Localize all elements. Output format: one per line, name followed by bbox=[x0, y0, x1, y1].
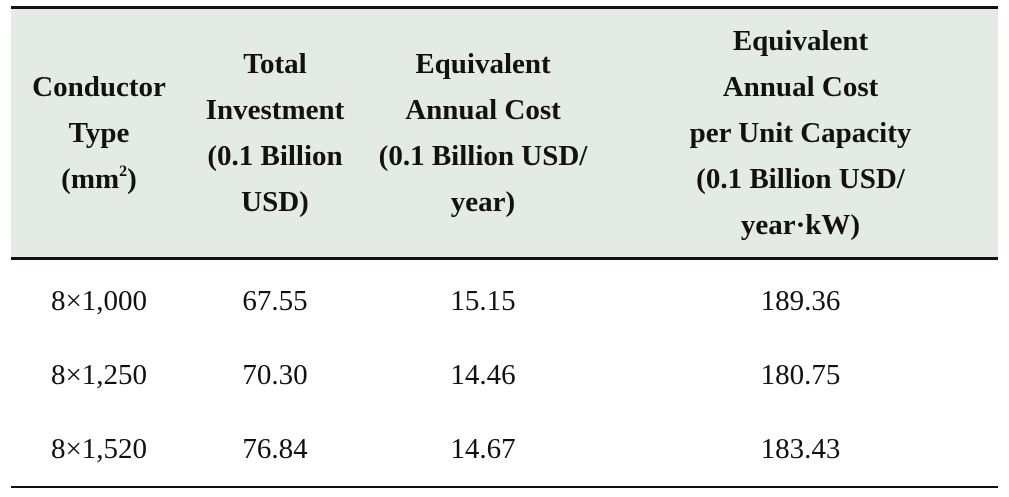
header-unit-base: (mm bbox=[61, 163, 120, 195]
table-row: 8×1,250 70.30 14.46 180.75 bbox=[11, 338, 998, 412]
cell-equivalent-annual-cost: 15.15 bbox=[450, 284, 516, 317]
header-conductor-type: Conductor Type (mm2) bbox=[11, 6, 187, 260]
cell-equivalent-annual-cost: 14.46 bbox=[450, 358, 516, 391]
header-unit-close: ) bbox=[127, 163, 137, 195]
header-line: Equivalent bbox=[415, 48, 551, 80]
header-line: Conductor bbox=[32, 71, 166, 103]
cell-cost-per-unit-capacity: 189.36 bbox=[760, 284, 841, 317]
header-total-investment: Total Investment (0.1 Billion USD) bbox=[187, 6, 363, 260]
table-header: Conductor Type (mm2) Total Investment (0… bbox=[11, 6, 998, 260]
header-unit-superscript: 2 bbox=[119, 163, 128, 180]
header-line: Annual Cost bbox=[722, 71, 879, 103]
header-line: (0.1 Billion USD/ bbox=[378, 140, 588, 172]
cell-total-investment: 70.30 bbox=[242, 358, 308, 391]
cell-total-investment: 76.84 bbox=[187, 412, 363, 488]
header-line: Investment bbox=[205, 94, 345, 126]
header-equivalent-annual-cost: Equivalent Annual Cost (0.1 Billion USD/… bbox=[363, 6, 603, 260]
header-line: Total bbox=[243, 48, 307, 80]
cell-cost-per-unit-capacity: 180.75 bbox=[760, 358, 841, 391]
header-line: (0.1 Billion USD/ bbox=[696, 163, 905, 195]
cell-cost-per-unit-capacity: 183.43 bbox=[603, 412, 998, 488]
table-row: 8×1,000 67.55 15.15 189.36 bbox=[11, 259, 998, 339]
header-line: year) bbox=[450, 186, 516, 218]
header-line: Type bbox=[68, 117, 130, 149]
header-row: Conductor Type (mm2) Total Investment (0… bbox=[11, 6, 998, 260]
cell-total-investment: 67.55 bbox=[242, 284, 308, 317]
conductor-cost-table: Conductor Type (mm2) Total Investment (0… bbox=[11, 6, 998, 488]
cell-conductor-type: 8×1,520 bbox=[11, 412, 187, 488]
header-annual-cost-per-unit-capacity: Equivalent Annual Cost per Unit Capacity… bbox=[603, 6, 998, 260]
header-line: Annual Cost bbox=[405, 94, 561, 126]
table-row: 8×1,520 76.84 14.67 183.43 bbox=[11, 412, 998, 488]
header-line: Equivalent bbox=[732, 25, 869, 57]
header-line: USD) bbox=[241, 186, 309, 218]
header-unit: (mm2) bbox=[17, 156, 181, 202]
table-body: 8×1,000 67.55 15.15 189.36 8×1,250 70.30… bbox=[11, 259, 998, 488]
header-line: (0.1 Billion bbox=[207, 140, 343, 172]
cell-conductor-type: 8×1,000 bbox=[50, 284, 148, 317]
conductor-cost-table-container: Conductor Type (mm2) Total Investment (0… bbox=[11, 6, 998, 488]
cell-equivalent-annual-cost: 14.67 bbox=[363, 412, 603, 488]
header-line: per Unit Capacity bbox=[689, 117, 912, 149]
cell-conductor-type: 8×1,250 bbox=[50, 358, 148, 391]
header-line: year·kW) bbox=[740, 209, 861, 241]
